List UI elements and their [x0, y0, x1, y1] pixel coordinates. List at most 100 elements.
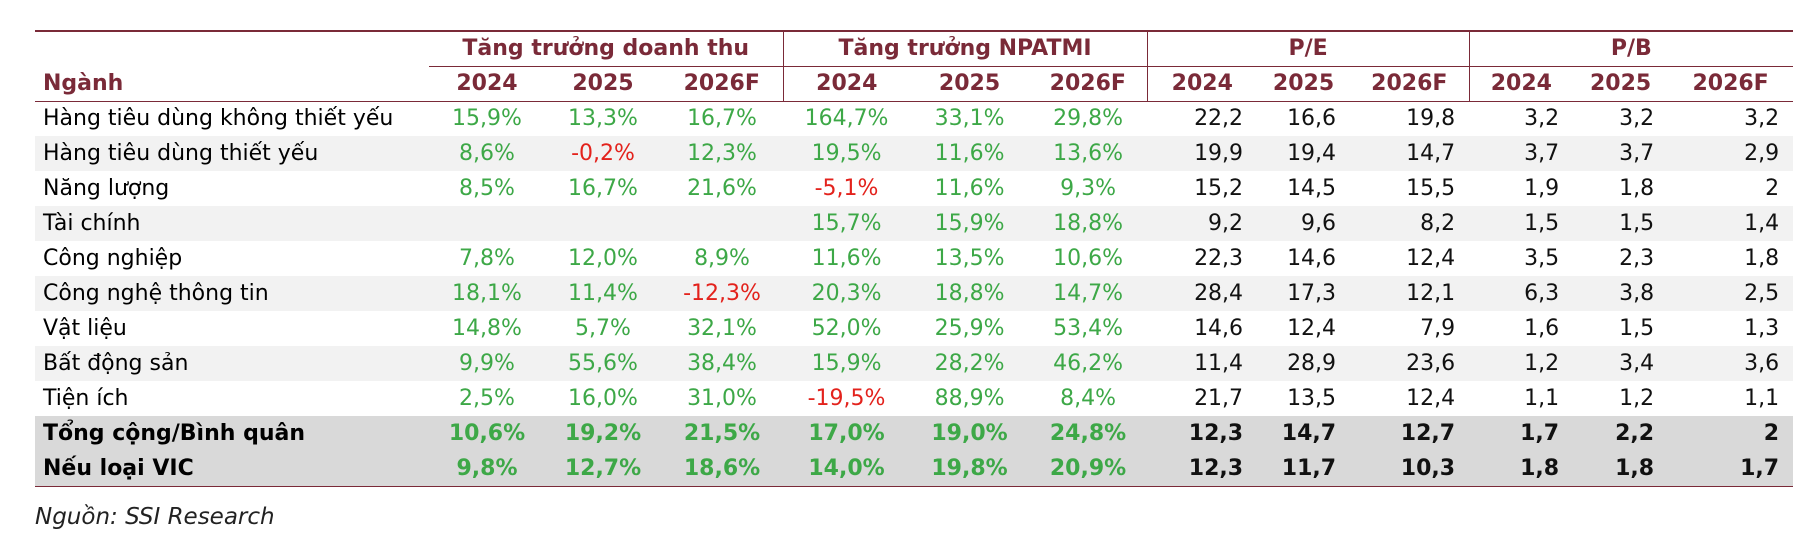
value-cell: 21,7	[1194, 386, 1244, 411]
value-cell: 3,2	[1524, 106, 1560, 132]
column-header: 2026F	[1029, 66, 1148, 102]
value-cell: 1,5	[1573, 206, 1669, 241]
value-cell: 8,5%	[459, 176, 515, 201]
value-cell: 11,6%	[934, 176, 1005, 201]
data-row: Công nghiệp 7,8% 12,0% 8,9% 11,6% 13,5% 10,6% 2…	[35, 241, 1793, 276]
row-header: Ngành	[35, 66, 429, 102]
column-header: 2024	[1468, 66, 1574, 102]
value-cell: 14,7	[1350, 136, 1470, 171]
value-cell: 2	[1668, 416, 1794, 451]
value-cell: 12,3%	[661, 136, 784, 171]
value-cell: 1,3	[1744, 316, 1780, 341]
value-cell: -5,1%	[814, 176, 879, 201]
value-cell: 20,3%	[783, 276, 911, 311]
column-header: 2025	[1573, 66, 1669, 102]
sector-name: Tiện ích	[43, 386, 129, 411]
value-cell: 18,8%	[1029, 206, 1148, 241]
value-cell: 1,8	[1619, 176, 1655, 201]
value-cell: 2,9	[1668, 136, 1794, 171]
value-cell: 15,5	[1406, 176, 1456, 201]
sector-name: Hàng tiêu dùng thiết yếu	[35, 136, 429, 171]
value-cell: 18,6%	[661, 451, 784, 487]
data-row: Công nghệ thông tin 18,1% 11,4% -12,3% 20,3%…	[35, 276, 1794, 311]
data-row: Nếu loại VIC 9,8% 12,7% 18,6% 14,0% 19,8% 20,9…	[35, 451, 1794, 487]
value-cell: 13,5%	[934, 246, 1005, 271]
value-cell: 21,6%	[687, 176, 757, 201]
value-cell: 5,7%	[575, 316, 631, 341]
value-cell: 17,0%	[783, 416, 911, 451]
value-cell: 13,6%	[1029, 136, 1148, 171]
value-cell: 12,3	[1147, 451, 1258, 487]
data-row: Tiện ích 2,5% 16,0% 31,0% -19,5% 88,9% 8,4% 21,…	[35, 381, 1793, 416]
value-cell: -0,2%	[545, 136, 661, 171]
sector-name: Tài chính	[35, 206, 429, 241]
group-header: P/B	[1468, 30, 1794, 67]
value-cell: 12,4	[1406, 386, 1456, 411]
value-cell: 16,7%	[687, 106, 757, 132]
value-cell: 2,2	[1573, 416, 1669, 451]
group-header: P/E	[1146, 30, 1470, 67]
value-cell: 7,9	[1420, 316, 1456, 341]
value-cell: 14,6	[1287, 246, 1337, 271]
value-cell: 1,5	[1469, 206, 1574, 241]
value-cell: 12,7	[1350, 416, 1470, 451]
column-header: 2025	[545, 66, 661, 102]
data-row: Tổng cộng/Bình quân 10,6% 19,2% 21,5% 17,0% 1…	[35, 416, 1794, 451]
value-cell: 28,2%	[910, 346, 1030, 381]
value-cell: 20,9%	[1029, 451, 1148, 487]
column-header: 2025	[1257, 66, 1351, 102]
value-cell: 3,4	[1573, 346, 1669, 381]
sector-name: Năng lượng	[43, 176, 170, 201]
value-cell: 1,2	[1619, 386, 1655, 411]
value-cell: 15,7%	[783, 206, 911, 241]
column-header-row: Ngành 2024 2025 2026F 2024 2025 2026F 2024 2025 2…	[35, 66, 1794, 102]
value-cell: 15,9%	[452, 106, 522, 132]
value-cell: 19,4	[1257, 136, 1351, 171]
value-cell: 15,2	[1194, 176, 1244, 201]
value-cell: 16,6	[1287, 106, 1337, 132]
value-cell: 16,7%	[568, 176, 638, 201]
value-cell	[545, 206, 661, 241]
value-cell: 1,8	[1744, 246, 1780, 271]
value-cell	[429, 206, 545, 241]
sector-name: Vật liệu	[43, 316, 127, 341]
column-header: 2026F	[1668, 66, 1794, 102]
value-cell: 1,7	[1668, 451, 1794, 487]
data-row: Bất động sản 9,9% 55,6% 38,4% 15,9% 28,2% 46,2…	[35, 346, 1794, 381]
value-cell: 55,6%	[545, 346, 661, 381]
value-cell: 33,1%	[934, 106, 1005, 132]
table-wrap: Tăng trưởng doanh thu Tăng trưởng NPATMI P…	[35, 30, 1794, 487]
value-cell: 14,8%	[452, 316, 522, 341]
data-row: Tài chính 15,7% 15,9% 18,8% 9,2 9,6 8,2 1,5 1,5 1…	[35, 206, 1794, 241]
value-cell: 2	[1765, 176, 1780, 201]
value-cell: 12,4	[1287, 316, 1337, 341]
value-cell: 1,1	[1744, 386, 1780, 411]
column-header: 2026F	[1350, 66, 1470, 102]
value-cell: 9,3%	[1060, 176, 1116, 201]
value-cell: 3,7	[1469, 136, 1574, 171]
value-cell: 1,8	[1469, 451, 1574, 487]
sector-name: Tổng cộng/Bình quân	[35, 416, 429, 451]
value-cell: 9,2	[1147, 206, 1258, 241]
value-cell: 19,0%	[910, 416, 1030, 451]
value-cell: 12,1	[1350, 276, 1470, 311]
sector-name: Nếu loại VIC	[35, 451, 429, 487]
value-cell: 53,4%	[1053, 316, 1123, 341]
value-cell: 13,5	[1287, 386, 1337, 411]
value-cell: 11,4	[1147, 346, 1258, 381]
sector-name: Công nghệ thông tin	[35, 276, 429, 311]
value-cell: 2,3	[1619, 246, 1655, 271]
value-cell: 11,7	[1257, 451, 1351, 487]
value-cell: 9,8%	[429, 451, 545, 487]
value-cell: 19,8%	[910, 451, 1030, 487]
value-cell: 10,6%	[1053, 246, 1123, 271]
value-cell: 9,6	[1257, 206, 1351, 241]
value-cell: 8,6%	[429, 136, 545, 171]
value-cell: 88,9%	[934, 386, 1005, 411]
value-cell: 9,9%	[429, 346, 545, 381]
value-cell: 14,0%	[783, 451, 911, 487]
value-cell: 12,7%	[545, 451, 661, 487]
value-cell: 28,9	[1257, 346, 1351, 381]
value-cell: 1,9	[1524, 176, 1560, 201]
